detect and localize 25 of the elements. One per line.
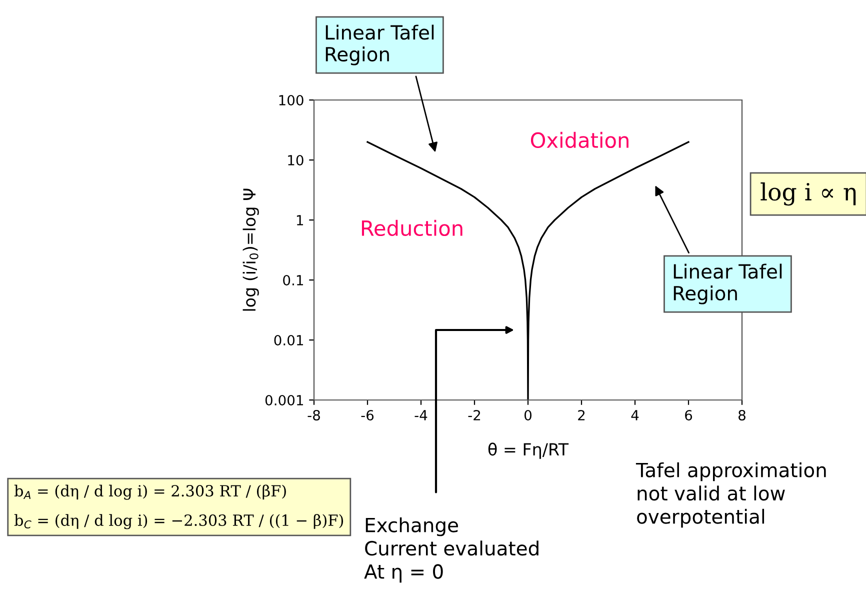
- x-axis-title: θ = Fη/RT: [488, 442, 569, 459]
- text: log i ∝ η: [760, 182, 856, 206]
- x-tick-label: 2: [578, 410, 585, 420]
- y-tick-label: 0.001: [265, 394, 303, 406]
- x-tick-label: -2: [468, 410, 480, 420]
- text: Tafel approximation not valid at low overpotential: [636, 462, 826, 528]
- text: b$_{A}$ = (dη / d log i) = 2.303 RT / (βF) b$_{C}$ = (dη / d log i) = −2.303 RT / ((1 − β)F): [14, 484, 344, 530]
- y-tick-label: 10: [288, 154, 304, 166]
- y-tick-label: 0.1: [283, 274, 303, 286]
- x-tick-label: -8: [308, 410, 320, 420]
- x-tick-label: 6: [685, 410, 692, 420]
- annotation: Oxidation: [530, 132, 628, 148]
- x-tick-label: -4: [414, 410, 428, 420]
- y-tick-label: 0.01: [274, 334, 303, 346]
- annotation: Linear Tafel Region: [674, 264, 782, 304]
- y-axis-title: log (i/i$_{0}$)=log Ψ: [242, 188, 259, 311]
- y-tick-label: 1: [296, 215, 303, 226]
- x-tick-label: 4: [631, 410, 639, 420]
- x-tick-label: -6: [361, 410, 374, 420]
- x-tick-label: 0: [524, 410, 532, 420]
- text: Exchange Current evaluated At η = 0: [364, 517, 538, 583]
- text: Linear Tafel Region: [326, 24, 434, 66]
- annotation: Reduction: [362, 220, 462, 236]
- x-tick-label: 8: [738, 410, 746, 420]
- y-tick-label: 100: [279, 94, 304, 106]
